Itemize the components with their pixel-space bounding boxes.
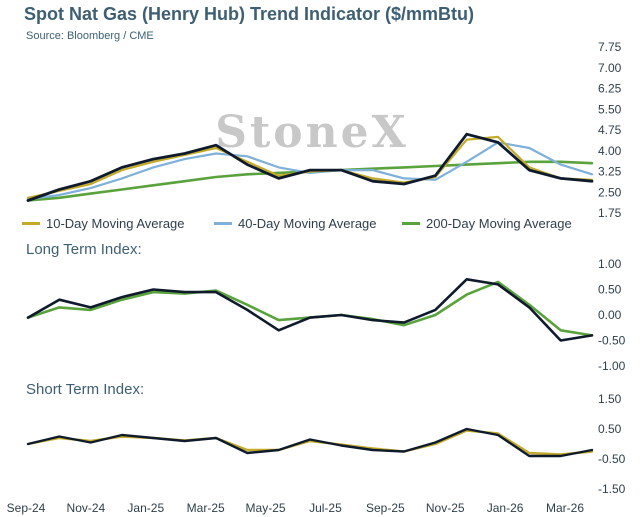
x-tick-label: Mar-25 — [187, 501, 225, 515]
legend-ma200: 200-Day Moving Average — [402, 216, 572, 231]
x-tick-label: Nov-25 — [426, 501, 465, 515]
chart-title: Spot Nat Gas (Henry Hub) Trend Indicator… — [24, 4, 475, 24]
short-index-line — [26, 427, 594, 458]
y-tick-label: 4.00 — [598, 144, 622, 158]
y-tick-label: 1.00 — [598, 257, 622, 271]
x-tick-label: Sep-25 — [366, 501, 405, 515]
legend-ma40-swatch — [214, 222, 232, 225]
y-tick-label: -0.50 — [598, 452, 626, 466]
long-term-index-title: Long Term Index: — [26, 241, 142, 258]
x-tick-label: May-25 — [246, 501, 286, 515]
x-tick-label: Nov-24 — [67, 501, 106, 515]
y-tick-label: 1.75 — [598, 206, 622, 220]
legend-ma10-swatch — [22, 222, 40, 225]
y-tick-label: 0.50 — [598, 283, 622, 297]
y-tick-label: 0.00 — [598, 308, 622, 322]
y-tick-label: 0.50 — [598, 422, 622, 436]
legend-ma10: 10-Day Moving Average — [22, 216, 185, 231]
x-tick-label: Mar-26 — [546, 501, 584, 515]
y-tick-label: 5.50 — [598, 102, 622, 116]
y-tick-label: 1.50 — [598, 392, 622, 406]
short-term-index-title: Short Term Index: — [26, 381, 145, 398]
y-tick-label: 7.00 — [598, 61, 622, 75]
short-index-signal-line — [26, 429, 594, 456]
chart-source: Source: Bloomberg / CME — [26, 30, 154, 42]
legend-ma200-label: 200-Day Moving Average — [426, 216, 572, 231]
price-line — [26, 132, 594, 202]
legend: 10-Day Moving Average 40-Day Moving Aver… — [20, 216, 620, 236]
x-tick-label: Jul-25 — [309, 501, 342, 515]
y-tick-label: 3.25 — [598, 165, 622, 179]
legend-ma40-label: 40-Day Moving Average — [238, 216, 377, 231]
x-tick-label: Jan-26 — [487, 501, 524, 515]
long-index-line — [26, 277, 594, 342]
x-tick-label: Jan-25 — [127, 501, 164, 515]
legend-ma200-swatch — [402, 222, 420, 225]
y-tick-label: 6.25 — [598, 82, 622, 96]
y-tick-label: -1.50 — [598, 482, 626, 496]
y-tick-label: 7.75 — [598, 40, 622, 54]
x-tick-label: Sep-24 — [7, 501, 46, 515]
y-tick-label: 2.50 — [598, 185, 622, 199]
y-tick-label: -1.00 — [598, 359, 626, 373]
legend-ma10-label: 10-Day Moving Average — [46, 216, 185, 231]
y-tick-label: 4.75 — [598, 123, 622, 137]
watermark-logo: StoneX — [215, 107, 409, 158]
legend-ma40: 40-Day Moving Average — [214, 216, 377, 231]
y-tick-label: -0.50 — [598, 334, 626, 348]
